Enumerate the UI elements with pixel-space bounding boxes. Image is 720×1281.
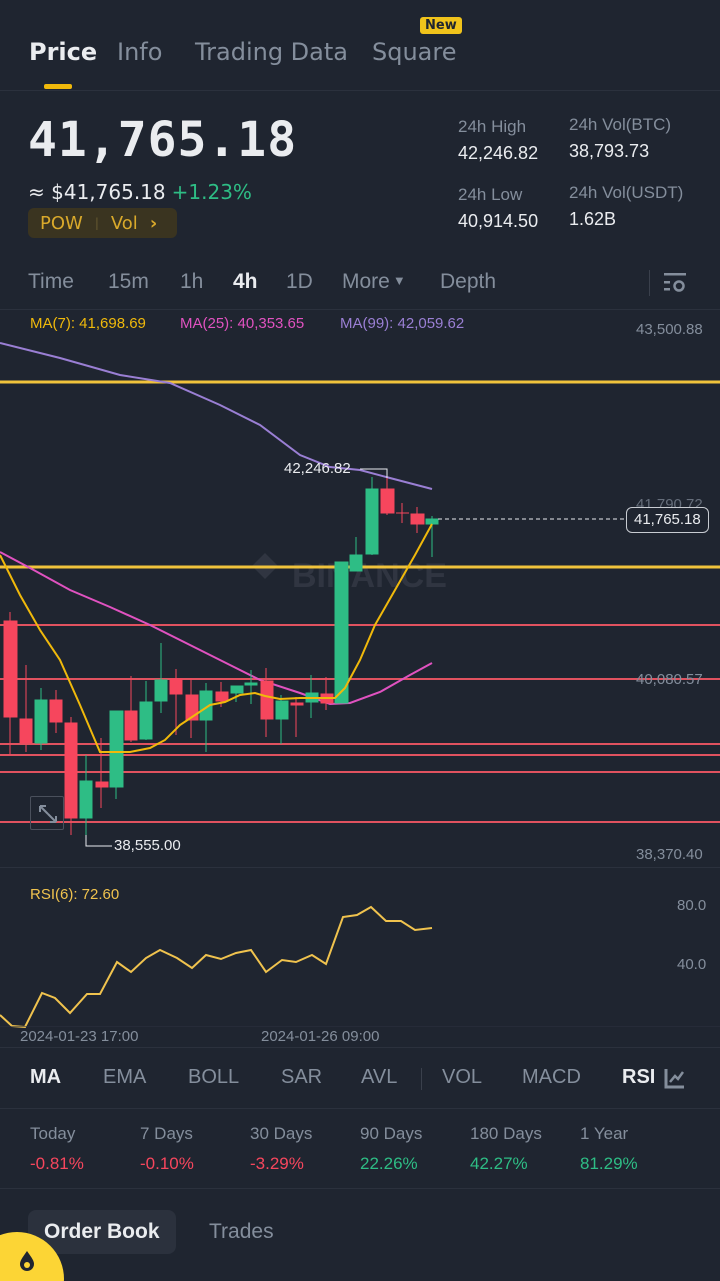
- perf-value-today: -0.81%: [30, 1154, 84, 1173]
- perf-label-7d: 7 Days: [140, 1124, 193, 1143]
- expand-icon: [39, 805, 57, 823]
- perf-label-30d: 30 Days: [250, 1124, 313, 1143]
- divider: [0, 1026, 720, 1027]
- chart-settings-icon[interactable]: [663, 271, 687, 295]
- last-price: 41,765.18: [28, 112, 298, 168]
- timeframe-more[interactable]: More ▼: [342, 270, 406, 294]
- time-axis-1: 2024-01-23 17:00: [20, 1028, 139, 1045]
- low-value: 40,914.50: [458, 211, 539, 231]
- indicator-boll[interactable]: BOLL: [188, 1066, 240, 1088]
- tab-square[interactable]: Square: [372, 38, 457, 66]
- tag-vol: Vol: [110, 212, 138, 234]
- high-marker-label: 42,246.82: [284, 460, 351, 477]
- candlestick-chart[interactable]: BINANCE: [0, 335, 720, 865]
- tab-trading-data[interactable]: Trading Data: [195, 38, 348, 66]
- svg-text:BINANCE: BINANCE: [292, 557, 447, 595]
- low-label: 24h Low: [458, 185, 523, 204]
- rsi-legend: RSI(6): 72.60: [30, 886, 120, 903]
- usd-price-row: ≈ $41,765.18 +1.23%: [28, 180, 252, 204]
- indicator-divider: [421, 1068, 422, 1090]
- perf-label-1y: 1 Year: [580, 1124, 629, 1143]
- tab-info[interactable]: Info: [117, 38, 163, 66]
- divider: [0, 309, 720, 310]
- flame-icon: [20, 1251, 34, 1271]
- tab-order-book[interactable]: Order Book: [28, 1210, 176, 1254]
- time-axis-2: 2024-01-26 09:00: [261, 1028, 380, 1045]
- ma99-legend: MA(99): 42,059.62: [340, 315, 465, 332]
- divider: [0, 1047, 720, 1048]
- perf-value-7d: -0.10%: [140, 1154, 194, 1173]
- divider: [0, 1108, 720, 1109]
- indicator-settings-icon[interactable]: [664, 1067, 686, 1089]
- timeframe-1d[interactable]: 1D: [286, 270, 313, 293]
- divider: [0, 1188, 720, 1189]
- rsi-axis-40: 40.0: [677, 956, 707, 973]
- usd-price: ≈ $41,765.18: [28, 180, 166, 204]
- toolbar-divider: [649, 270, 650, 296]
- price-change: +1.23%: [171, 180, 252, 204]
- top-tabs: Price Info Trading Data Square New: [0, 0, 720, 91]
- active-tab-indicator: [44, 84, 72, 89]
- timeframe-time[interactable]: Time: [28, 270, 74, 293]
- indicator-ma[interactable]: MA: [30, 1066, 62, 1088]
- divider: [0, 867, 720, 868]
- order-book-label: Order Book: [44, 1220, 160, 1243]
- volbtc-label: 24h Vol(BTC): [569, 115, 672, 134]
- high-value: 42,246.82: [458, 143, 539, 163]
- perf-label-180d: 180 Days: [470, 1124, 542, 1143]
- timeframe-4h[interactable]: 4h: [233, 270, 258, 293]
- timeframe-depth[interactable]: Depth: [440, 270, 497, 293]
- trades-label: Trades: [209, 1220, 274, 1243]
- volusdt-value: 1.62B: [569, 209, 617, 229]
- volbtc-value: 38,793.73: [569, 141, 650, 161]
- price-axis-3: 40,080.57: [636, 671, 703, 688]
- chevron-right-icon: ›: [149, 212, 158, 234]
- indicator-sar[interactable]: SAR: [281, 1066, 323, 1088]
- tag-pow: POW: [40, 212, 83, 234]
- price-axis-bottom: 38,370.40: [636, 846, 703, 863]
- perf-value-180d: 42.27%: [470, 1154, 528, 1173]
- indicator-vol[interactable]: VOL: [442, 1066, 483, 1088]
- perf-label-90d: 90 Days: [360, 1124, 423, 1143]
- low-marker-label: 38,555.00: [114, 837, 181, 854]
- tag-separator: |: [94, 216, 99, 230]
- rsi-axis-80: 80.0: [677, 897, 707, 914]
- perf-value-30d: -3.29%: [250, 1154, 304, 1173]
- perf-label-today: Today: [30, 1124, 76, 1143]
- current-price-tag: 41,765.18: [626, 507, 709, 533]
- tab-price[interactable]: Price: [29, 38, 98, 66]
- timeframe-1h[interactable]: 1h: [180, 270, 204, 293]
- indicator-macd[interactable]: MACD: [522, 1066, 581, 1088]
- perf-value-90d: 22.26%: [360, 1154, 418, 1173]
- price-axis-top: 43,500.88: [636, 321, 703, 338]
- tab-trades[interactable]: Trades: [209, 1210, 274, 1254]
- more-label: More: [342, 270, 390, 293]
- ma25-legend: MA(25): 40,353.65: [180, 315, 305, 332]
- indicator-ema[interactable]: EMA: [103, 1066, 147, 1088]
- binance-watermark: BINANCE: [252, 553, 447, 595]
- volusdt-label: 24h Vol(USDT): [569, 183, 684, 202]
- fullscreen-button[interactable]: [30, 796, 64, 830]
- timeframe-15m[interactable]: 15m: [108, 270, 149, 293]
- new-badge: New: [420, 17, 462, 34]
- indicator-rsi[interactable]: RSI: [622, 1066, 656, 1088]
- indicator-avl[interactable]: AVL: [361, 1066, 398, 1088]
- ma7-legend: MA(7): 41,698.69: [30, 315, 146, 332]
- tag-pill[interactable]: POW | Vol ›: [28, 208, 177, 238]
- rsi-chart: [0, 905, 433, 1029]
- perf-value-1y: 81.29%: [580, 1154, 638, 1173]
- caret-down-icon: ▼: [392, 273, 406, 288]
- high-label: 24h High: [458, 117, 527, 136]
- candles: [3, 477, 439, 837]
